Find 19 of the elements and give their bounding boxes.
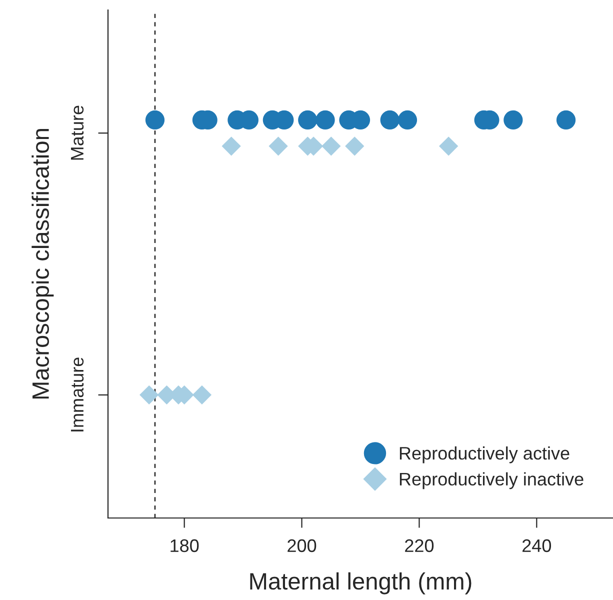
x-axis-title: Maternal length (mm) — [250, 572, 472, 594]
x-tick-label: 180 — [170, 539, 199, 552]
y-axis-title: Macroscopic classification — [32, 129, 54, 399]
point — [556, 110, 576, 130]
point — [504, 110, 523, 130]
legend-label: Reproductively inactive — [400, 472, 584, 490]
point — [380, 110, 400, 130]
point — [298, 110, 318, 130]
y-tick-label: Immature — [71, 358, 84, 432]
point — [316, 110, 335, 130]
x-tick-label: 220 — [405, 539, 434, 552]
point — [398, 110, 418, 130]
point — [192, 385, 212, 404]
x-tick-label: 200 — [288, 539, 316, 552]
legend-label: Reproductively active — [400, 446, 570, 464]
point — [145, 110, 165, 130]
point — [140, 385, 159, 404]
x-tick-label: 240 — [522, 539, 552, 552]
y-tick-label: Mature — [71, 106, 84, 160]
